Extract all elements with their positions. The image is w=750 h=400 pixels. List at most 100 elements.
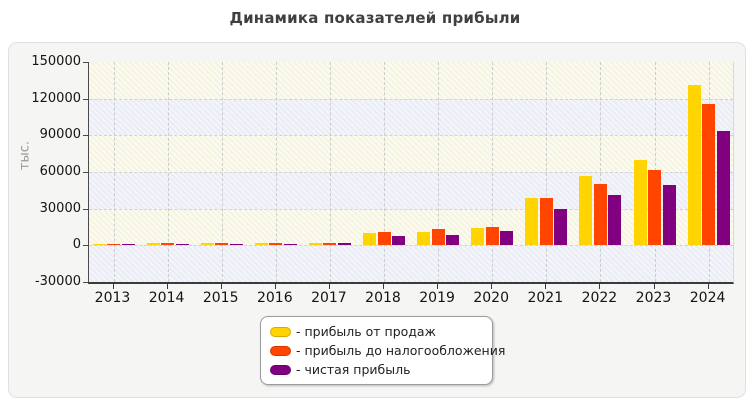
bar-2014-series2[interactable] bbox=[161, 243, 175, 246]
x-axis-tick bbox=[328, 284, 330, 289]
legend-label: - чистая прибыль bbox=[296, 362, 411, 377]
bar-2015-series2[interactable] bbox=[215, 243, 229, 246]
x-axis-tick bbox=[599, 284, 601, 289]
h-gridline bbox=[89, 98, 733, 100]
legend-label: - прибыль до налогообложения bbox=[296, 343, 506, 358]
bar-2020-series3[interactable] bbox=[500, 231, 514, 246]
v-gridline bbox=[546, 62, 548, 282]
x-axis-tick bbox=[437, 284, 439, 289]
v-gridline bbox=[438, 62, 440, 282]
y-axis-label: 60000 bbox=[39, 164, 81, 179]
y-axis-label: 150000 bbox=[31, 54, 81, 69]
x-axis-label: 2016 bbox=[256, 290, 293, 306]
h-gridline bbox=[89, 208, 733, 210]
bar-2018-series1[interactable] bbox=[363, 233, 376, 246]
bar-2018-series2[interactable] bbox=[377, 231, 391, 246]
v-gridline bbox=[221, 62, 223, 282]
y-axis-tick bbox=[83, 172, 88, 173]
chart-title: Динамика показателей прибыли bbox=[229, 9, 521, 27]
bar-2019-series2[interactable] bbox=[431, 229, 445, 246]
bar-2016-series1[interactable] bbox=[254, 242, 268, 246]
y-axis-label: 120000 bbox=[31, 90, 81, 106]
bar-2016-series2[interactable] bbox=[269, 243, 283, 246]
bar-2019-series3[interactable] bbox=[446, 234, 460, 246]
x-axis-tick bbox=[383, 284, 384, 289]
plot-band bbox=[89, 98, 733, 136]
x-axis-tick bbox=[112, 284, 114, 289]
bar-2022-series2[interactable] bbox=[593, 183, 607, 246]
v-gridline bbox=[329, 62, 331, 282]
bar-2021-series1[interactable] bbox=[525, 197, 539, 246]
v-gridline bbox=[384, 62, 385, 282]
bar-2022-series3[interactable] bbox=[608, 195, 622, 246]
chart-panel: тыс. 2013 2014 2015 2016 2017 2018 2019 2020 202… bbox=[8, 42, 746, 398]
h-gridline bbox=[89, 172, 733, 173]
x-axis-tick bbox=[707, 284, 709, 289]
bar-2013-series2[interactable] bbox=[107, 243, 120, 246]
bar-2023-series3[interactable] bbox=[662, 185, 676, 246]
y-axis-tick bbox=[83, 245, 88, 247]
legend-swatch-icon bbox=[270, 364, 291, 375]
legend-item-series1[interactable]: - прибыль от продаж bbox=[270, 324, 484, 339]
legend-swatch-icon bbox=[270, 345, 291, 356]
bar-2018-series3[interactable] bbox=[392, 235, 405, 246]
bar-2013-series1[interactable] bbox=[92, 243, 106, 246]
v-gridline bbox=[492, 62, 494, 282]
x-axis-label: 2024 bbox=[689, 290, 726, 306]
bar-2024-series3[interactable] bbox=[716, 131, 730, 246]
x-axis-tick bbox=[220, 284, 222, 289]
bar-2015-series1[interactable] bbox=[200, 242, 214, 246]
y-axis-label: 30000 bbox=[39, 200, 81, 216]
legend-label: - прибыль от продаж bbox=[296, 324, 436, 339]
x-axis-label: 2022 bbox=[581, 290, 618, 306]
bar-2024-series1[interactable] bbox=[687, 84, 701, 246]
bar-2017-series2[interactable] bbox=[323, 242, 337, 246]
x-axis-label: 2015 bbox=[202, 290, 239, 306]
plot-band bbox=[89, 135, 733, 172]
bar-2013-series3[interactable] bbox=[121, 243, 135, 246]
bar-2017-series3[interactable] bbox=[337, 243, 351, 246]
bar-2019-series1[interactable] bbox=[417, 231, 431, 246]
x-axis-label: 2023 bbox=[635, 290, 672, 306]
x-axis-label: 2021 bbox=[527, 290, 564, 306]
x-axis-label: 2014 bbox=[148, 290, 185, 306]
bar-2024-series2[interactable] bbox=[702, 103, 716, 246]
h-gridline bbox=[89, 245, 733, 247]
x-axis-label: 2018 bbox=[365, 290, 401, 306]
legend-swatch-icon bbox=[270, 326, 291, 337]
legend-item-series2[interactable]: - прибыль до налогообложения bbox=[270, 343, 505, 358]
bar-2021-series2[interactable] bbox=[539, 198, 553, 246]
x-axis-label: 2020 bbox=[473, 290, 509, 306]
y-axis-label: 90000 bbox=[39, 127, 81, 143]
legend-item-series3[interactable]: - чистая прибыль bbox=[270, 362, 484, 377]
bar-2023-series2[interactable] bbox=[648, 170, 661, 246]
bar-2014-series1[interactable] bbox=[146, 243, 160, 246]
bar-2021-series3[interactable] bbox=[554, 208, 568, 246]
x-axis-label: 2019 bbox=[419, 290, 455, 306]
bar-2023-series1[interactable] bbox=[633, 160, 647, 246]
x-axis-tick bbox=[545, 284, 547, 289]
bar-2016-series3[interactable] bbox=[283, 243, 297, 246]
bar-2017-series1[interactable] bbox=[308, 242, 322, 246]
bar-2015-series3[interactable] bbox=[229, 243, 243, 246]
v-gridline bbox=[167, 62, 169, 282]
v-gridline bbox=[600, 62, 602, 282]
x-axis-label: 2013 bbox=[94, 290, 131, 306]
bar-2014-series3[interactable] bbox=[175, 243, 189, 246]
plot-band bbox=[89, 62, 733, 99]
y-axis-tick bbox=[83, 135, 88, 137]
x-axis-tick bbox=[166, 284, 168, 289]
y-axis-label: 0 bbox=[72, 237, 81, 253]
bar-2020-series2[interactable] bbox=[485, 227, 499, 246]
plot-band bbox=[89, 172, 733, 209]
bar-2020-series1[interactable] bbox=[471, 228, 485, 246]
v-gridline bbox=[275, 62, 277, 282]
plot-band bbox=[89, 208, 733, 246]
x-axis-tick bbox=[653, 284, 655, 289]
bar-2022-series1[interactable] bbox=[579, 175, 593, 246]
y-axis-label: -30000 bbox=[34, 274, 81, 289]
plot-band bbox=[89, 245, 733, 282]
y-axis-tick bbox=[83, 98, 88, 100]
x-axis-label: 2017 bbox=[311, 290, 347, 306]
